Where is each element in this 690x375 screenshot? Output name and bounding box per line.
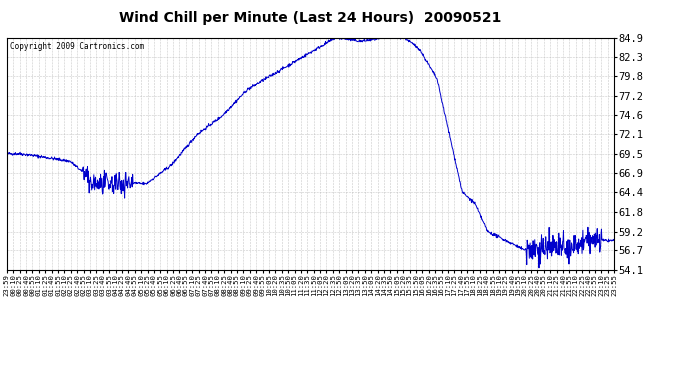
Text: Wind Chill per Minute (Last 24 Hours)  20090521: Wind Chill per Minute (Last 24 Hours) 20…: [119, 11, 502, 25]
Text: Copyright 2009 Cartronics.com: Copyright 2009 Cartronics.com: [10, 42, 144, 51]
